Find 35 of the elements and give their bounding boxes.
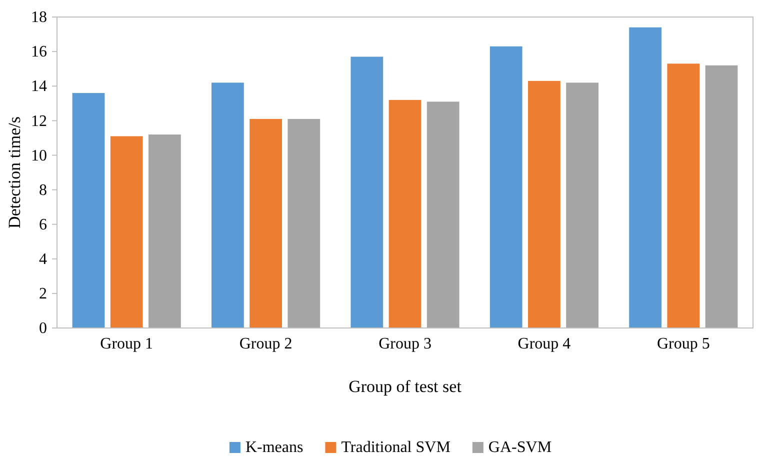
x-tick-label: Group 2: [239, 336, 292, 353]
bar: [72, 93, 105, 328]
bar: [212, 82, 244, 328]
y-tick-label: 16: [31, 44, 47, 61]
bar: [426, 102, 460, 328]
y-tick-label: 14: [31, 78, 47, 96]
bar: [528, 80, 560, 328]
x-tick-label: Group 1: [100, 336, 154, 353]
bar: [110, 136, 143, 328]
legend-label: K-means: [245, 439, 304, 456]
legend-label: Traditional SVM: [341, 439, 450, 456]
y-tick-label: 6: [39, 216, 47, 234]
y-tick-label: 0: [39, 320, 47, 338]
bar: [629, 27, 662, 328]
legend-label: GA-SVM: [488, 439, 552, 456]
x-tick-label: Group 4: [518, 336, 571, 353]
bar: [250, 118, 282, 328]
x-tick-label: Group 5: [656, 336, 710, 353]
bar: [490, 46, 522, 328]
y-tick-label: 8: [39, 182, 47, 199]
x-axis-title: Group of test set: [348, 377, 462, 396]
y-tick-label: 2: [39, 286, 47, 303]
bar: [350, 56, 384, 328]
y-axis-title: Detection time/s: [5, 116, 24, 228]
y-tick-label: 18: [31, 9, 47, 26]
x-tick-label: Group 3: [378, 336, 432, 353]
bar: [288, 118, 320, 328]
bar: [388, 100, 422, 328]
y-tick-label: 4: [39, 251, 47, 268]
bar: [667, 64, 700, 328]
y-tick-label: 12: [31, 112, 47, 130]
bar: [566, 82, 598, 328]
bar: [705, 65, 738, 328]
y-tick-label: 10: [31, 147, 47, 164]
bar: [148, 134, 181, 328]
